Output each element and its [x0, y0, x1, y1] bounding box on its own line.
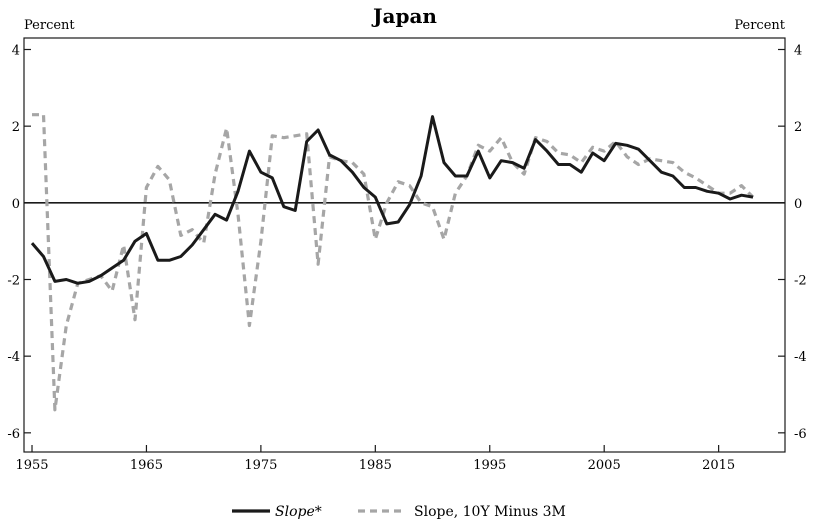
y-tick-label-right: -6 — [794, 427, 807, 442]
x-tick-label: 1985 — [359, 458, 392, 473]
plot-frame — [23, 37, 786, 453]
x-tick-label: 2005 — [588, 458, 621, 473]
y-tick-label-left: -4 — [7, 350, 20, 365]
series-line-slope-star — [30, 115, 754, 285]
x-tick-label: 1955 — [15, 458, 48, 473]
x-tick-label: 1975 — [244, 458, 277, 473]
y-tick-label-right: -4 — [794, 350, 807, 365]
y-tick-label-left: 4 — [12, 44, 20, 59]
legend-label-slope-10y-3m: Slope, 10Y Minus 3M — [414, 504, 566, 520]
legend: Slope* Slope, 10Y Minus 3M — [232, 504, 566, 520]
y-tick-label-right: -2 — [794, 274, 807, 289]
y-tick-label-left: -6 — [7, 427, 20, 442]
y-tick-label-right: 2 — [794, 120, 802, 135]
y-tick-label-left: -2 — [7, 274, 20, 289]
chart-title: Japan — [371, 4, 437, 28]
x-tick-label: 2015 — [702, 458, 735, 473]
y-tick-label-right: 0 — [794, 197, 802, 212]
y-axis-unit-right: Percent — [734, 18, 785, 33]
x-tick-label: 1995 — [473, 458, 506, 473]
y-tick-label-left: 0 — [12, 197, 20, 212]
legend-label-slope-star: Slope* — [275, 504, 322, 520]
y-tick-label-left: 2 — [12, 120, 20, 135]
series-line-slope-10y-3m — [32, 113, 755, 412]
y-tick-label-right: 4 — [794, 44, 802, 59]
y-axis-unit-left: Percent — [24, 18, 75, 33]
x-tick-label: 1965 — [130, 458, 163, 473]
